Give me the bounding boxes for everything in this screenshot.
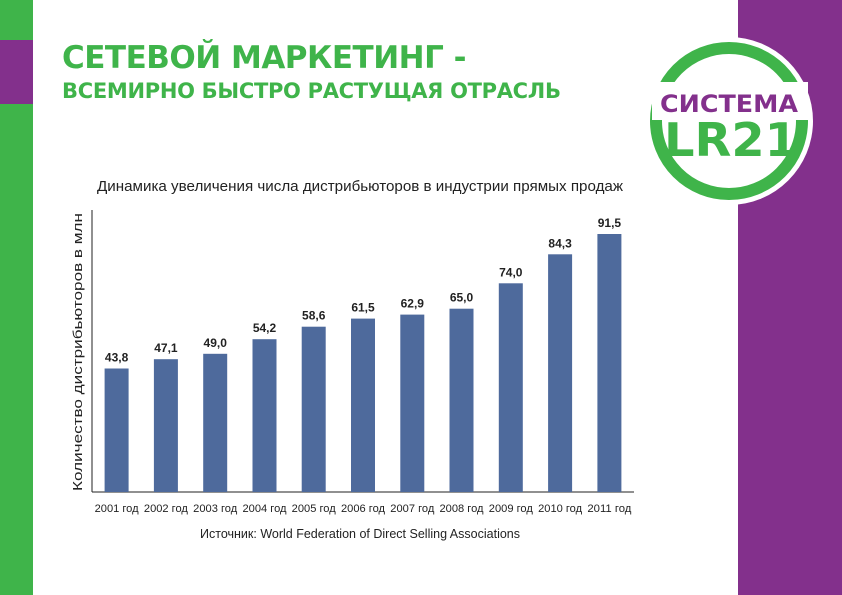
x-tick-label-2: 2002 год: [144, 503, 189, 515]
x-tick-label-10: 2010 год: [538, 503, 583, 515]
x-tick-label-7: 2007 год: [390, 503, 435, 515]
bar-2: [153, 359, 178, 492]
chart-title: Динамика увеличения числа дистрибьюторов…: [97, 178, 623, 195]
data-label-3: 49,0: [204, 336, 228, 350]
bar-7: [400, 314, 425, 492]
chart-source: Источник: World Federation of Direct Sel…: [200, 526, 520, 541]
y-axis-label: Количество дистрибьюторов в млн: [70, 213, 85, 491]
x-tick-label-6: 2006 год: [341, 503, 386, 515]
bar-3: [203, 353, 228, 492]
data-label-1: 43,8: [105, 351, 129, 365]
data-label-5: 58,6: [302, 309, 326, 323]
data-label-2: 47,1: [154, 341, 178, 355]
data-label-6: 61,5: [351, 301, 375, 315]
data-label-9: 74,0: [499, 265, 523, 279]
x-tick-label-9: 2009 год: [489, 503, 534, 515]
title-accent-bar: [0, 40, 33, 104]
x-tick-label-3: 2003 год: [193, 503, 238, 515]
bar-5: [301, 326, 326, 492]
bar-10: [548, 254, 573, 492]
lr21-logo: СИСТЕМА LR21: [645, 37, 813, 205]
logo-mark: LR21: [664, 113, 798, 167]
bar-1: [104, 368, 129, 492]
page-title: СЕТЕВОЙ МАРКЕТИНГ -: [62, 40, 467, 76]
logo-word: СИСТЕМА: [660, 90, 798, 118]
x-tick-label-11: 2011 год: [587, 503, 632, 515]
x-tick-label-5: 2005 год: [292, 503, 337, 515]
data-label-11: 91,5: [598, 216, 622, 230]
x-tick-label-1: 2001 год: [95, 503, 140, 515]
bar-9: [498, 283, 523, 492]
data-label-10: 84,3: [548, 236, 572, 250]
data-label-4: 54,2: [253, 321, 277, 335]
data-label-8: 65,0: [450, 291, 474, 305]
data-label-7: 62,9: [401, 297, 425, 311]
bar-11: [597, 234, 622, 492]
x-tick-label-4: 2004 год: [243, 503, 288, 515]
bar-8: [449, 308, 474, 492]
page-subtitle: ВСЕМИРНО БЫСТРО РАСТУЩАЯ ОТРАСЛЬ: [62, 79, 561, 103]
x-tick-label-8: 2008 год: [440, 503, 485, 515]
bar-6: [351, 318, 375, 492]
bar-4: [252, 339, 277, 492]
